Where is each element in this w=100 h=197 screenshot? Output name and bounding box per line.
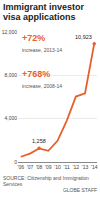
svg-text:10,923: 10,923 xyxy=(75,34,92,40)
html-text:GLOBE STAFF: GLOBE STAFF xyxy=(62,187,97,193)
svg-text:'14: '14 xyxy=(91,164,98,170)
svg-text:1,258: 1,258 xyxy=(32,138,46,144)
svg-text:'13: '13 xyxy=(82,164,89,170)
html-text:Immigrant investor visa applic: Immigrant investor visa applications xyxy=(3,2,84,22)
svg-text:8,000: 8,000 xyxy=(4,72,17,78)
html-text:SOURCE: Citizenship and Immigr: SOURCE: Citizenship and Immigration Serv… xyxy=(3,175,89,187)
svg-text:12,000: 12,000 xyxy=(2,29,18,35)
svg-text:4,000: 4,000 xyxy=(4,115,17,121)
svg-text:'12: '12 xyxy=(73,164,80,170)
svg-text:'11: '11 xyxy=(64,164,70,170)
svg-text:0: 0 xyxy=(14,159,17,165)
svg-text:'08: '08 xyxy=(36,164,43,170)
svg-text:increase, 2008-14: increase, 2008-14 xyxy=(22,83,62,89)
svg-text:'07: '07 xyxy=(27,164,34,170)
svg-text:+72%: +72% xyxy=(22,33,45,43)
svg-text:'10: '10 xyxy=(54,164,61,170)
svg-text:+768%: +768% xyxy=(22,69,50,79)
svg-text:'09: '09 xyxy=(45,164,52,170)
svg-text:'06: '06 xyxy=(17,164,24,170)
svg-text:increase, 2013-14: increase, 2013-14 xyxy=(22,47,62,53)
